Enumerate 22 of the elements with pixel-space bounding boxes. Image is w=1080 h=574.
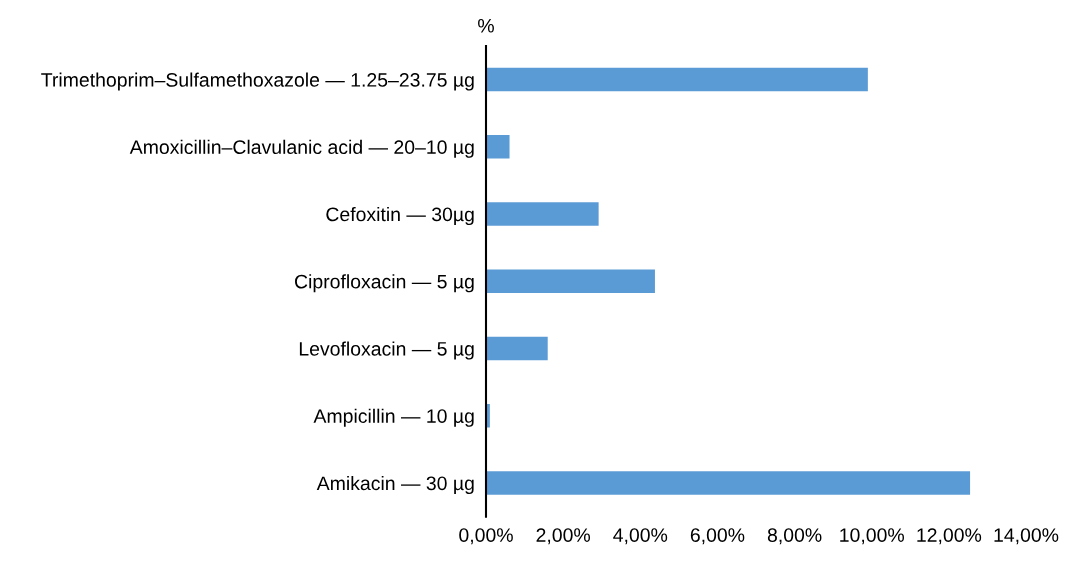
bar	[486, 269, 655, 294]
bar	[486, 471, 971, 495]
y-tick-label: Amikacin — 30 µg	[316, 475, 474, 495]
x-tick-label: 10,00%	[840, 528, 904, 545]
y-tick-label: Cefoxitin — 30µg	[326, 206, 474, 226]
x-tick-label: 14,00%	[994, 528, 1059, 545]
y-tick-label: Ampicillin — 10 µg	[313, 408, 474, 427]
x-tick-label: 8,00%	[767, 528, 822, 545]
y-tick-label: Levofloxacin — 5 µg	[299, 341, 474, 360]
x-tick-label: 4,00%	[613, 528, 668, 545]
y-tick-label: Ciprofloxacin — 5 µg	[295, 274, 474, 293]
y-tick-label: Trimethoprim–Sulfamethoxazole — 1.25–23.75 µg	[41, 72, 474, 91]
x-tick-label: 2,00%	[536, 528, 591, 545]
x-tick-label: 0,00%	[459, 528, 513, 545]
x-tick-label: 12,00%	[917, 528, 982, 545]
y-tick-label: Amoxicillin–Clavulanic acid — 20–10 µg	[129, 139, 474, 158]
bar	[486, 67, 868, 92]
y-axis-title: %	[478, 18, 494, 33]
bar	[486, 135, 510, 159]
bar	[486, 336, 548, 361]
bar	[486, 202, 599, 226]
x-tick-label: 6,00%	[690, 528, 745, 545]
